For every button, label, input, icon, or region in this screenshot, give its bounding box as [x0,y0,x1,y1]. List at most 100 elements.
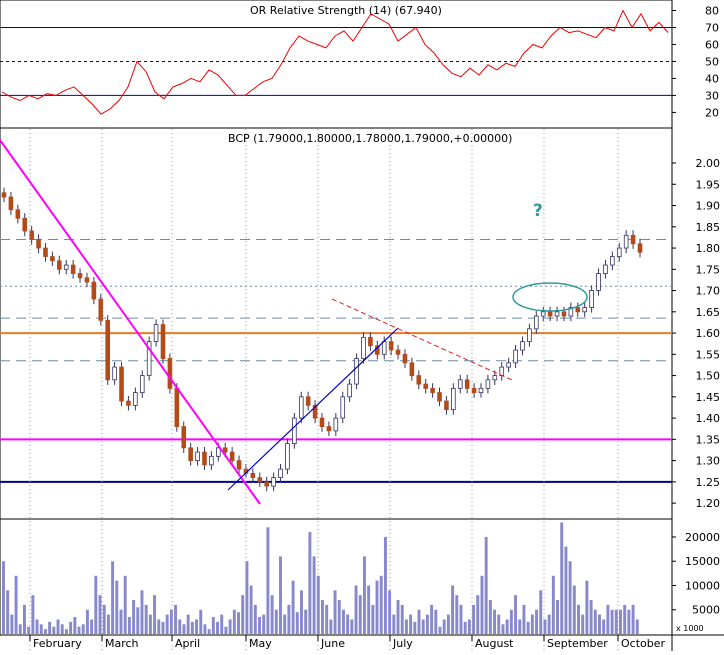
volume-bar [400,604,404,634]
candle-body [423,383,428,389]
volume-bar [623,604,627,634]
volume-bar [232,609,236,634]
volume-bar [241,595,245,634]
candle-body [326,426,332,432]
candle-body [84,277,90,283]
candle-body [229,451,235,462]
candle-body [271,477,276,487]
volume-bar [392,614,396,634]
volume-bar [442,619,446,634]
volume-bar [228,619,232,634]
volume-bar [39,624,43,634]
volume-bar [279,556,282,634]
volume-unit-label: x 1000 [676,624,704,633]
volume-bar [190,621,194,634]
candle-body [195,451,200,462]
volume-bar [472,604,476,634]
volume-bar [111,561,115,634]
volume-bar [300,590,303,634]
month-label: October [621,637,665,650]
volume-bar [430,604,434,634]
candle-body [575,307,581,313]
volume-bar [518,619,522,634]
volume-bar [610,609,614,634]
candle-body [15,209,21,219]
volume-bar [2,561,5,634]
candle-body [22,217,28,232]
candle-body [457,379,463,389]
candle-body [630,234,636,245]
price-tick-label: 1.30 [696,455,721,468]
volume-bar [136,607,140,634]
candle-body [222,447,228,453]
month-label: May [249,637,272,650]
candle-body [333,417,339,432]
volume-bar [123,575,127,634]
volume-bar [564,546,568,634]
candle-body [361,336,366,359]
descending-trendline [0,139,261,505]
rsi-tick-label: 70 [705,21,719,34]
volume-bar [367,585,371,634]
volume-bar [304,609,308,634]
rsi-panel [0,0,673,129]
candle-body [464,379,470,389]
volume-bar [413,621,417,634]
volume-bar [119,609,123,634]
candle-body [216,447,221,457]
consolidation-ellipse [512,282,588,312]
volume-bar [203,624,207,634]
volume-bar [371,604,375,634]
volume-bar [434,609,438,634]
candle-body [91,281,97,300]
volume-bar [165,614,169,634]
candle-body [409,362,415,376]
volume-bar [140,590,144,634]
price-tick-label: 1.65 [696,306,721,319]
volume-bar [308,532,312,634]
candle-body [534,315,539,330]
candle-body [126,400,131,406]
volume-bar [598,614,601,634]
volume-bar [568,561,572,634]
candle-body [153,324,159,342]
volume-bar [220,614,224,634]
candle-body [257,477,263,483]
volume-bar [476,595,480,634]
candle-body [610,256,615,266]
volume-bar [291,580,295,634]
volume-bar [186,614,190,634]
volume-bar [522,604,526,634]
candle-body [181,426,187,449]
rsi-tick-label: 50 [705,55,719,68]
volume-bar [551,575,555,634]
volume-bar [455,595,459,634]
candle-body [146,341,152,376]
candle-body [395,349,401,355]
price-tick-label: 1.45 [696,391,721,404]
volume-bar [56,619,60,634]
candle-body [340,396,346,419]
month-label: February [33,637,82,650]
question-annotation: ? [533,201,543,221]
volume-bar [43,629,47,634]
candle-body [520,341,525,351]
volume-bar [560,522,564,634]
candle-body [160,324,166,359]
price-tick-label: 1.85 [696,221,721,234]
volume-bar [602,619,606,634]
volume-bar [85,609,89,634]
volume-bar [480,575,484,634]
price-tick-label: 1.50 [696,370,721,383]
candle-body [582,307,587,313]
price-tick-label: 1.95 [696,178,721,191]
candle-body [354,358,359,385]
candle-body [112,366,117,381]
volume-bar [581,614,585,634]
volume-bar [237,612,240,634]
candle-body [437,392,442,402]
volume-bar [169,609,173,634]
volume-bar [199,609,203,634]
volume-tick-label: 15000 [685,555,720,568]
volume-bar [14,575,18,634]
